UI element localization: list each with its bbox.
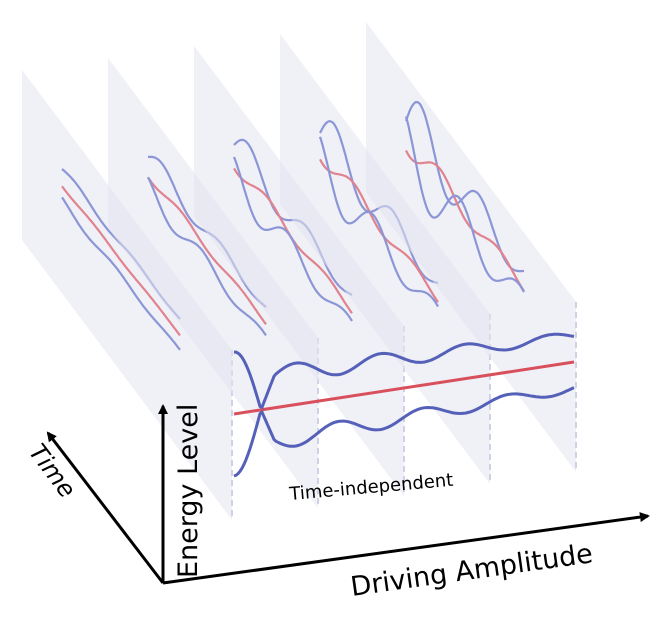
amplitude-axis-label: Driving Amplitude [349, 538, 595, 603]
blue-energy-curve [232, 156, 353, 322]
amplitude-axis-arrow [162, 512, 650, 585]
panel-plane [366, 22, 576, 472]
blue-energy-curve [318, 136, 439, 308]
red-energy-curve [61, 185, 181, 337]
static-red-level [233, 360, 575, 416]
blue-energy-curve [404, 116, 525, 293]
blue-energy-curve [147, 176, 267, 337]
energy-axis-label: Energy Level [173, 404, 204, 578]
static-blue-level [233, 386, 575, 478]
static-blue-level [233, 332, 575, 410]
panel-plane [194, 46, 404, 496]
time-axis-arrow [46, 431, 165, 584]
time-independent-panel [233, 332, 575, 478]
red-energy-curve [147, 176, 267, 325]
blue-energy-curve [61, 196, 181, 351]
time-axis-label: Time [23, 439, 81, 503]
panel-plane [280, 34, 490, 484]
red-energy-curve [405, 149, 525, 292]
time-slice-panel [366, 22, 577, 472]
time-slice-panel [194, 46, 405, 496]
red-energy-curve [319, 158, 439, 303]
